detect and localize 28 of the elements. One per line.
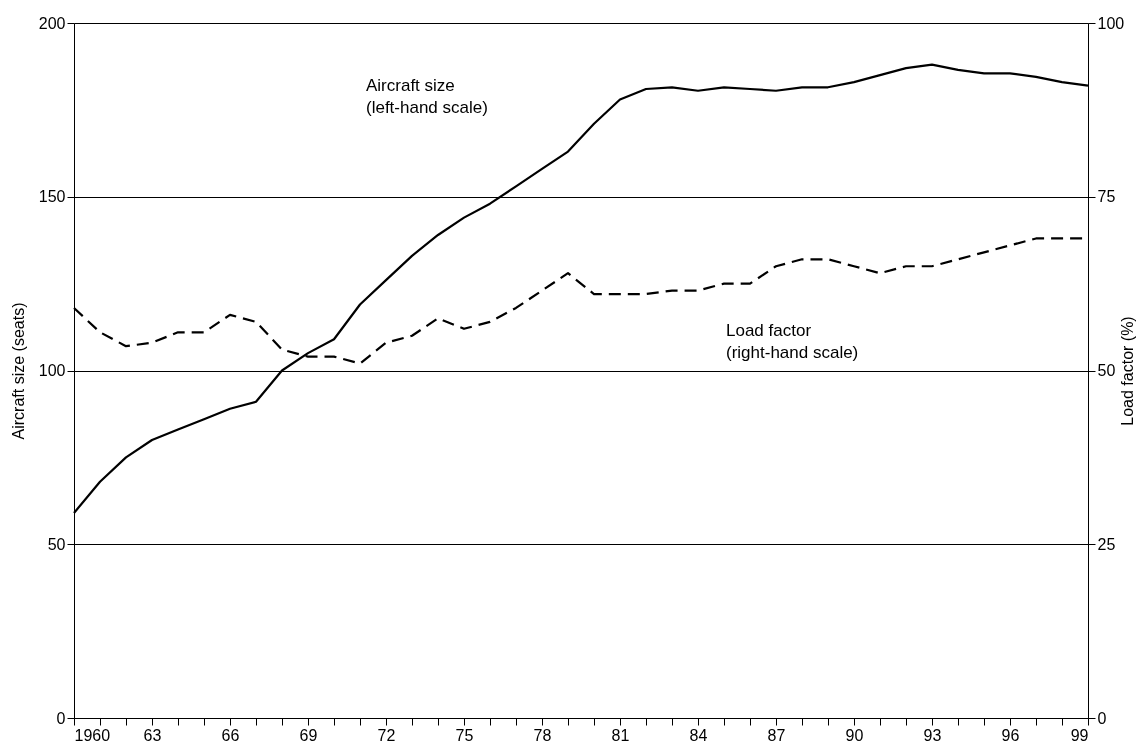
x-tick-label: 96 [1001, 726, 1020, 744]
annotation: Aircraft size (left-hand scale) [366, 76, 488, 117]
x-tick-label: 90 [845, 726, 864, 744]
x-tick-label: 66 [221, 726, 240, 744]
y2-tick-label: 25 [1097, 535, 1116, 553]
y-tick-label: 100 [38, 362, 66, 379]
x-tick-label: 93 [923, 726, 942, 744]
x-tick-label: 72 [377, 726, 396, 744]
x-tick-label: 84 [689, 726, 708, 744]
y-tick-label: 50 [47, 535, 66, 553]
y-tick-label: 150 [38, 188, 66, 206]
x-tick-label: 63 [143, 726, 162, 744]
x-tick-label: 99 [1070, 726, 1089, 744]
y2-tick-label: 100 [1097, 14, 1125, 32]
y2-tick-label: 50 [1097, 362, 1116, 379]
y-tick-label: 200 [38, 14, 66, 32]
x-tick-label: 78 [533, 726, 552, 744]
y-tick-label: 0 [56, 709, 66, 727]
annotation: Load factor (right-hand scale) [726, 321, 859, 362]
y2-tick-label: 75 [1097, 188, 1116, 206]
x-tick-label: 1960 [74, 726, 111, 744]
y2-tick-label: 0 [1097, 709, 1107, 727]
x-tick-label: 87 [767, 726, 786, 744]
x-tick-label: 75 [455, 726, 474, 744]
x-tick-label: 81 [611, 726, 630, 744]
x-tick-label: 69 [299, 726, 318, 744]
y2-axis-title: Load factor (%) [1119, 316, 1137, 426]
y-axis-title: Aircraft size (seats) [9, 302, 27, 440]
